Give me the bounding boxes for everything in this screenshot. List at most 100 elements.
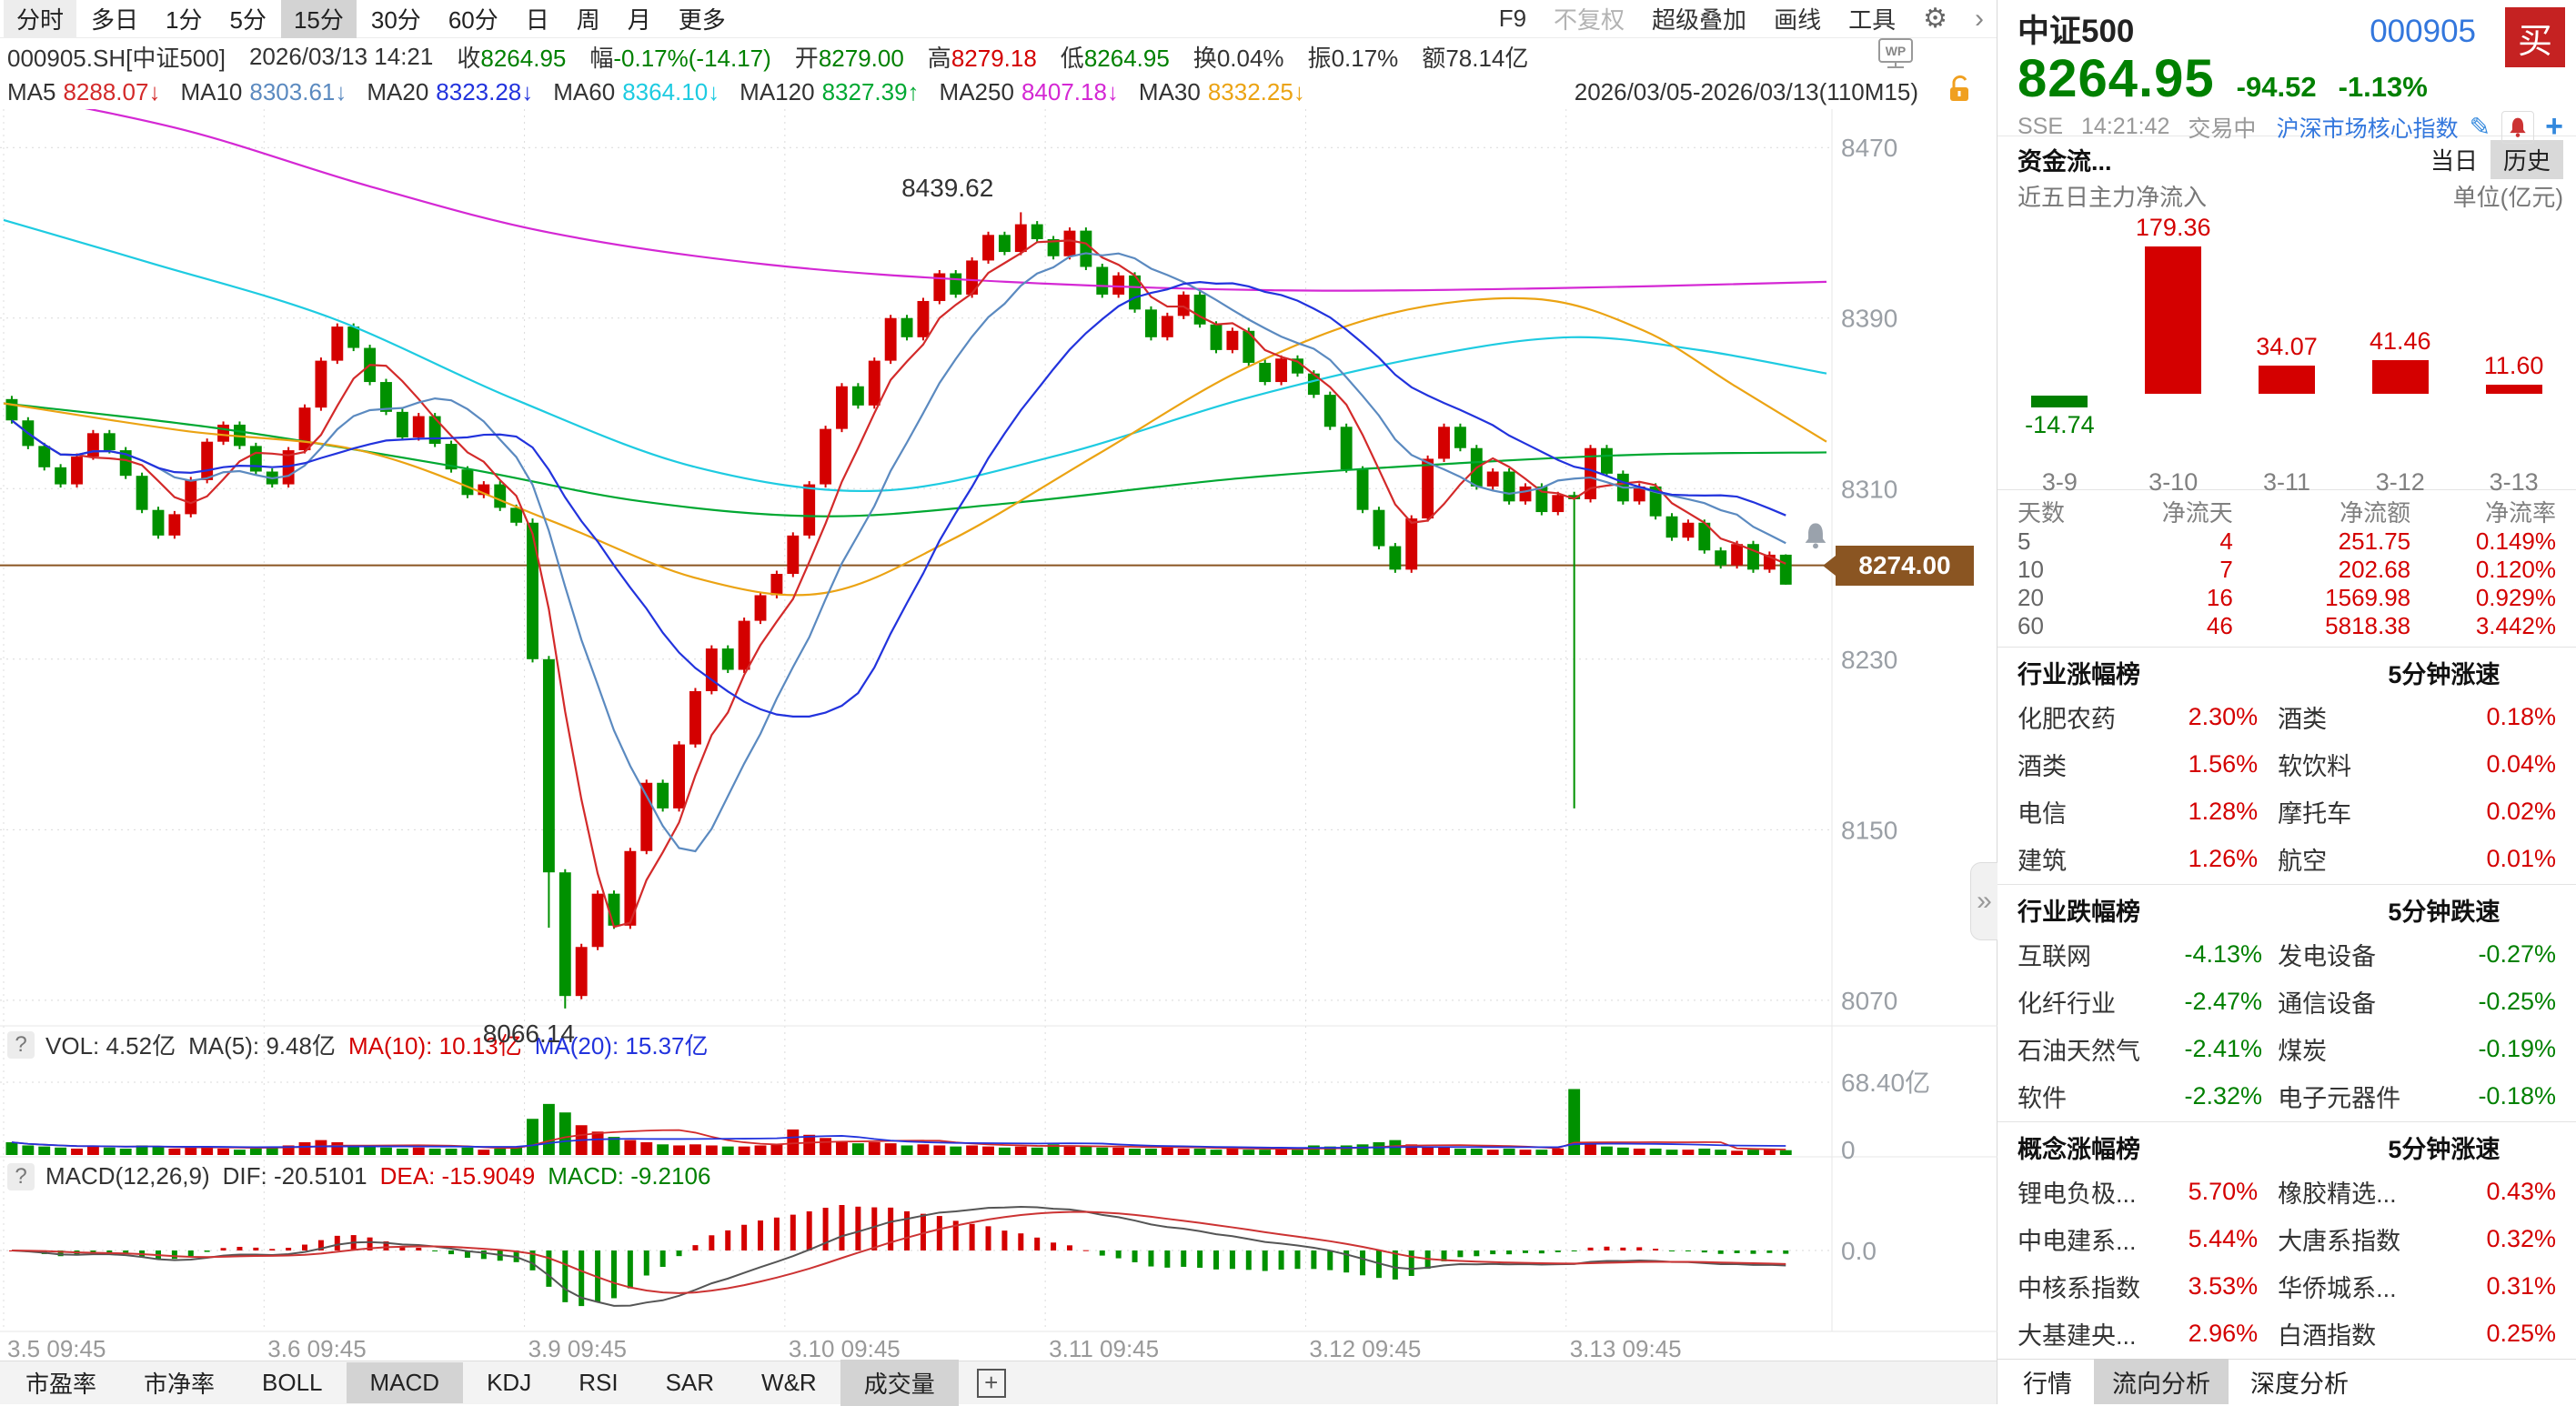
chevron-right-icon[interactable]: › (1975, 3, 1984, 34)
fund-tab-当日[interactable]: 当日 (2430, 147, 2478, 175)
period-tab-周[interactable]: 周 (576, 6, 600, 34)
bar-amplitude: 振0.17% (1307, 44, 1399, 72)
rank-item-name[interactable]: 大唐系指数 (2278, 1227, 2401, 1255)
table-cell: 60 (2018, 612, 2044, 639)
rank-item-name[interactable]: 石油天然气 (2018, 1037, 2140, 1065)
add-watchlist-icon[interactable]: + (2545, 109, 2563, 144)
buy-button[interactable]: 买 (2505, 7, 2565, 67)
unlock-icon[interactable] (1946, 74, 1973, 111)
table-cell: 5 (2018, 527, 2031, 555)
rank-item-name[interactable]: 化肥农药 (2018, 705, 2116, 733)
period-tab-日[interactable]: 日 (525, 6, 549, 34)
rank-item-value: -0.25% (2478, 987, 2556, 1015)
period-tab-60分[interactable]: 60分 (448, 6, 498, 34)
rank-item-value: 0.43% (2486, 1177, 2556, 1205)
indicator-tab-成交量[interactable]: 成交量 (840, 1360, 959, 1406)
period-tab-多日[interactable]: 多日 (91, 6, 139, 34)
rank-item-name[interactable]: 酒类 (2278, 705, 2328, 733)
indicator-tab-MACD[interactable]: MACD (346, 1362, 464, 1403)
rank-item-name[interactable]: 电信 (2018, 799, 2067, 828)
market-label: SSE (2018, 114, 2064, 139)
add-indicator-icon[interactable]: + (976, 1368, 1006, 1398)
rank-item-name[interactable]: 中核系指数 (2018, 1274, 2140, 1302)
rank-item-value: 0.02% (2486, 797, 2556, 825)
indicator-tab-SAR[interactable]: SAR (665, 1369, 715, 1396)
rank-item-name[interactable]: 酒类 (2018, 752, 2067, 780)
rank-item-value: 1.28% (2188, 797, 2259, 825)
fund-tab-历史[interactable]: 历史 (2490, 140, 2563, 179)
rank-item-name[interactable]: 航空 (2278, 847, 2328, 875)
rank-item-name[interactable]: 橡胶精选... (2278, 1180, 2397, 1208)
rank-item-name[interactable]: 互联网 (2018, 942, 2091, 970)
indicator-tab-市盈率[interactable]: 市盈率 (25, 1371, 97, 1398)
rank-item-name[interactable]: 中电建系... (2018, 1227, 2137, 1255)
rank-title-right: 5分钟涨速 (2388, 660, 2501, 688)
help-icon[interactable]: ? (7, 1162, 35, 1190)
ma-items: MA5 8288.07↓ MA10 8303.61↓ MA20 8323.28↓ MA60 8… (7, 78, 1325, 106)
rank-item-value: -4.13% (2184, 939, 2263, 968)
rank-item-name[interactable]: 华侨城系... (2278, 1274, 2397, 1302)
ma-value-MA60: MA60 8364.10↓ (553, 78, 719, 106)
tool-超级叠加[interactable]: 超级叠加 (1652, 6, 1747, 34)
indicator-tab-W&R[interactable]: W&R (761, 1369, 817, 1396)
rank-item-name[interactable]: 建筑 (2018, 847, 2067, 875)
rank-item-name[interactable]: 煤炭 (2278, 1037, 2328, 1065)
tool-工具[interactable]: 工具 (1848, 6, 1897, 34)
svg-text:0: 0 (1841, 1136, 1856, 1164)
table-col-header: 天数 (2018, 498, 2066, 527)
analysis-tab-流向分析[interactable]: 流向分析 (2094, 1359, 2229, 1404)
rank-item-name[interactable]: 大基建央... (2018, 1321, 2137, 1350)
rank-item-value: 5.70% (2188, 1177, 2259, 1205)
fund-flow-subheader: 近五日主力净流入 单位(亿元) (1997, 179, 2576, 212)
rank-item-name[interactable]: 锂电负极... (2018, 1180, 2137, 1208)
wp-monitor-icon[interactable]: WP (1877, 37, 1915, 76)
svg-text:68.40亿: 68.40亿 (1841, 1069, 1930, 1097)
table-cell: 4 (2219, 527, 2233, 555)
indicator-tab-BOLL[interactable]: BOLL (262, 1369, 323, 1396)
last-price: 8264.95 (2018, 49, 2215, 108)
index-name: 中证500 (2018, 14, 2135, 49)
period-tab-月[interactable]: 月 (627, 6, 651, 34)
alert-bell-icon[interactable] (2501, 110, 2535, 144)
bar-open: 开8279.00 (794, 44, 904, 72)
rank-item-name[interactable]: 摩托车 (2278, 799, 2352, 828)
ma-value-MA30: MA30 8332.25↓ (1139, 78, 1305, 106)
rank-item-name[interactable]: 化纤行业 (2018, 989, 2116, 1018)
rank-item-name[interactable]: 发电设备 (2278, 942, 2377, 970)
visible-date-range: 2026/03/05-2026/03/13(110M15) (1574, 77, 1918, 105)
period-tab-5分[interactable]: 5分 (229, 6, 267, 34)
indicator-tab-RSI[interactable]: RSI (579, 1369, 619, 1396)
rank-item-name[interactable]: 白酒指数 (2278, 1321, 2377, 1350)
high-price-annotation: 8439.62 (901, 174, 994, 203)
rank-item-name[interactable]: 通信设备 (2278, 989, 2377, 1018)
analysis-tab-深度分析[interactable]: 深度分析 (2250, 1371, 2349, 1398)
period-tab-15分[interactable]: 15分 (280, 0, 357, 38)
fund-bar-value: 11.60 (2483, 351, 2544, 379)
period-tab-分时[interactable]: 分时 (4, 0, 77, 38)
svg-text:8070: 8070 (1841, 987, 1897, 1015)
tool-F9[interactable]: F9 (1498, 5, 1527, 32)
indicator-tab-KDJ[interactable]: KDJ (487, 1369, 532, 1396)
help-icon[interactable]: ? (7, 1030, 35, 1059)
chart-area[interactable]: 8470 8390 8310 8230 8150 8070 3.5 09:45 3.6 09:… (0, 109, 1997, 1361)
panel-collapse-handle[interactable]: » (1970, 862, 1997, 940)
edit-pencil-icon[interactable]: ✎ (2469, 113, 2491, 141)
toolbar-tools: F9 不复权 超级叠加 画线 工具 ⚙ › (1499, 2, 1997, 35)
settings-gear-icon[interactable]: ⚙ (1923, 4, 1947, 34)
period-tab-更多[interactable]: 更多 (678, 6, 726, 34)
rank-row: 石油天然气 -2.41% 煤炭 -0.19% (2018, 1025, 2556, 1072)
analysis-tab-行情[interactable]: 行情 (2023, 1371, 2072, 1398)
rank-item-value: 0.25% (2486, 1319, 2556, 1347)
fund-bar-value: 179.36 (2135, 214, 2211, 241)
period-tab-30分[interactable]: 30分 (370, 6, 421, 34)
period-tab-1分[interactable]: 1分 (166, 6, 203, 34)
tool-不复权[interactable]: 不复权 (1554, 6, 1625, 34)
ma-number: 8303.61↓ (249, 77, 347, 105)
indicator-tab-市净率[interactable]: 市净率 (144, 1371, 216, 1398)
index-category-link[interactable]: 沪深市场核心指数 (2276, 115, 2459, 142)
tool-画线[interactable]: 画线 (1774, 6, 1822, 34)
rank-item-name[interactable]: 软件 (2018, 1084, 2067, 1112)
rank-item-name[interactable]: 电子元器件 (2278, 1084, 2401, 1112)
rank-item-name[interactable]: 软饮料 (2278, 752, 2352, 780)
fund-bar (2371, 359, 2429, 394)
